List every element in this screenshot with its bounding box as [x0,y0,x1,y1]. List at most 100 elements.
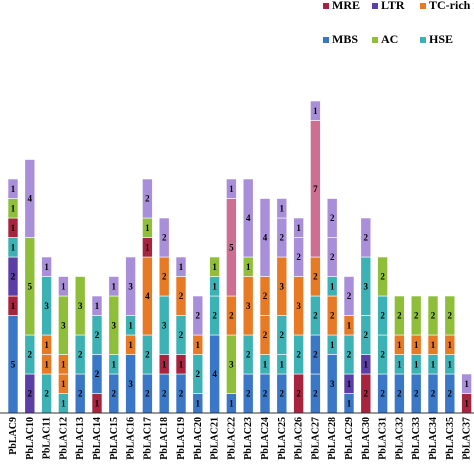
segment-value-label: 2 [95,369,100,379]
bar-segment [276,198,288,219]
x-tick-label: PbLAC32 [394,417,405,460]
segment-value-label: 1 [296,223,301,233]
bar-segment [259,198,271,277]
bar-segment [24,159,36,238]
bar-segment [360,217,372,258]
x-tick-label: PbLAC34 [428,417,439,460]
segment-value-label: 2 [364,389,369,399]
x-tick-label: PbLAC21 [210,417,221,460]
segment-value-label: 2 [28,389,33,399]
segment-value-label: 1 [431,340,436,350]
x-tick-label: PbLAC30 [361,417,372,460]
segment-value-label: 1 [414,340,419,350]
segment-value-label: 2 [380,272,385,282]
segment-value-label: 2 [11,272,16,282]
segment-value-label: 1 [414,359,419,369]
segment-value-label: 1 [196,398,201,408]
segment-value-label: 2 [448,311,453,321]
bar-segment [461,373,472,394]
bar-segment [226,178,237,199]
segment-value-label: 2 [179,330,184,340]
segment-value-label: 1 [229,398,234,408]
x-tick-label: PbLAC9 [8,417,19,455]
bars-group: 5 1 2 1 1 1 1 2 2 5 4 2 1 1 3 1 1 1 1 3 1 2 2 3 1 2 2 1 2 1 3 1 3 1 1 3 2 2 4 1… [7,100,472,414]
segment-value-label: 1 [397,340,402,350]
segment-value-label: 2 [44,389,49,399]
segment-value-label: 2 [330,252,335,262]
segment-value-label: 1 [397,359,402,369]
legend-swatch [323,37,329,43]
x-tick-label: PbLAC12 [58,417,69,460]
segment-value-label: 5 [28,281,33,291]
bar-segment [242,178,254,258]
segment-value-label: 2 [397,389,402,399]
segment-value-label: 2 [330,213,335,223]
bar-segment [410,295,422,336]
segment-value-label: 5 [11,359,16,369]
bar-segment [377,256,388,297]
segment-value-label: 1 [112,359,117,369]
segment-value-label: 2 [296,252,301,262]
segment-value-label: 2 [212,311,217,321]
legend-label: MBS [332,32,358,46]
segment-value-label: 4 [263,233,268,243]
segment-value-label: 2 [380,389,385,399]
segment-value-label: 2 [380,350,385,360]
segment-value-label: 2 [179,389,184,399]
legend-swatch [420,3,426,9]
segment-value-label: 2 [28,350,33,360]
segment-value-label: 1 [212,281,217,291]
segment-value-label: 1 [364,359,369,369]
segment-value-label: 2 [347,291,352,301]
chart-legend: MRE LTR TC-rich rep MBS AC HSE [323,0,474,46]
segment-value-label: 2 [380,311,385,321]
segment-value-label: 1 [145,223,150,233]
segment-value-label: 1 [246,262,251,272]
x-tick-label: PbLAC31 [378,417,389,460]
bar-segment [394,295,405,336]
legend-label: LTR [381,0,405,12]
x-tick-label: PbLAC35 [445,417,456,460]
bar-segment [158,217,170,258]
bar-segment [293,217,304,238]
segment-value-label: 1 [179,359,184,369]
segment-value-label: 3 [296,301,301,311]
legend-label: TC-rich rep [429,0,474,12]
segment-value-label: 2 [397,311,402,321]
segment-value-label: 2 [296,389,301,399]
x-tick-label: PbLAC29 [344,417,355,460]
segment-value-label: 3 [364,281,369,291]
segment-value-label: 3 [128,281,133,291]
bar-segment [108,276,120,297]
segment-value-label: 1 [61,379,66,389]
segment-value-label: 2 [296,350,301,360]
segment-value-label: 1 [448,340,453,350]
legend-swatch [372,3,378,9]
bar-segment [192,295,204,336]
x-tick-label: PbLAC11 [42,417,53,459]
segment-value-label: 2 [313,311,318,321]
x-tick-label: PbLAC23 [243,417,254,460]
segment-value-label: 1 [464,379,469,389]
bar-segment [343,276,355,316]
segment-value-label: 2 [179,291,184,301]
segment-value-label: 1 [11,242,16,252]
legend-label: AC [381,32,398,46]
bar-segment [175,256,187,277]
bar-segment [427,295,439,336]
segment-value-label: 3 [44,301,49,311]
segment-value-label: 4 [246,213,251,223]
segment-value-label: 3 [128,379,133,389]
segment-value-label: 2 [145,194,150,204]
segment-value-label: 2 [196,369,201,379]
segment-value-label: 2 [246,389,251,399]
segment-value-label: 2 [145,350,150,360]
segment-value-label: 3 [162,320,167,330]
bar-segment [7,178,19,199]
x-tick-label: PbLAC13 [75,417,86,460]
segment-value-label: 1 [263,359,268,369]
segment-value-label: 1 [95,398,100,408]
segment-value-label: 2 [280,389,285,399]
x-tick-label: PbLAC10 [25,417,36,460]
segment-value-label: 1 [61,359,66,369]
